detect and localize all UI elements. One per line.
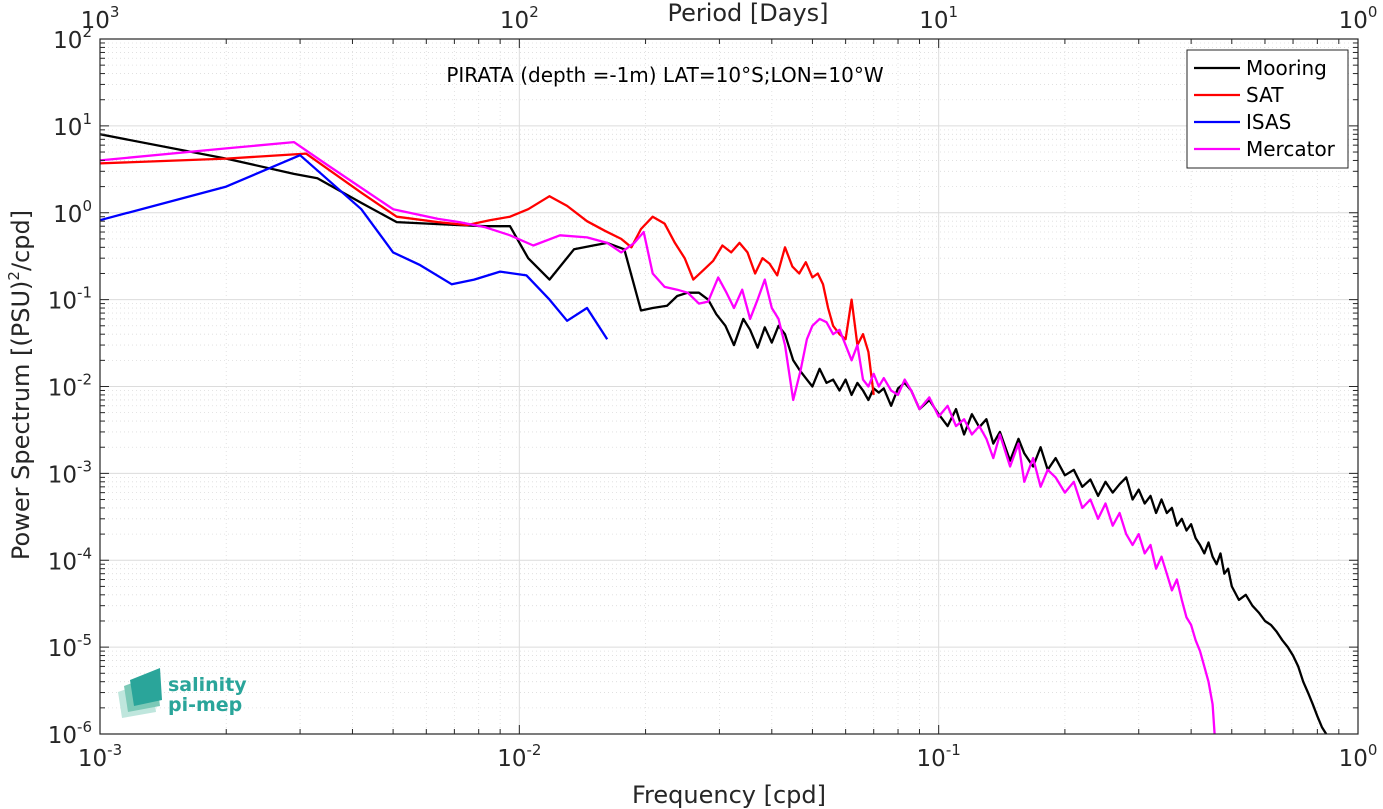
y-tick-label-exponent: -4 bbox=[77, 544, 92, 562]
y-axis-title-tail: /cpd] bbox=[7, 210, 35, 271]
x-tick-label-exponent: -1 bbox=[946, 741, 961, 759]
y-tick-label: 10-4 bbox=[48, 544, 92, 575]
y-axis-title-main: Power Spectrum [(PSU) bbox=[7, 281, 35, 560]
y-tick-label: 10-6 bbox=[48, 718, 92, 749]
y-tick-label: 10-1 bbox=[48, 284, 92, 315]
legend-label-sat: SAT bbox=[1246, 83, 1284, 107]
x-tick-label-base: 10 bbox=[917, 746, 946, 772]
top-axis-title: Period [Days] bbox=[667, 0, 828, 27]
x-tick-label: 10-3 bbox=[78, 741, 122, 772]
y-tick-label-base: 10 bbox=[53, 28, 82, 54]
y-axis-title: Power Spectrum [(PSU)2/cpd] bbox=[5, 210, 35, 560]
x2-tick-label-base: 10 bbox=[500, 8, 529, 34]
y-tick-label: 102 bbox=[53, 23, 92, 54]
x-tick-label-exponent: -3 bbox=[107, 741, 122, 759]
y-tick-label: 10-3 bbox=[48, 457, 92, 488]
chart-title: PIRATA (depth =-1m) LAT=10°S;LON=10°W bbox=[446, 63, 884, 87]
logo-text-line1: salinity bbox=[168, 674, 247, 696]
series-line-sat bbox=[99, 152, 875, 396]
y-tick-label-exponent: -6 bbox=[77, 718, 92, 736]
x-tick-label: 100 bbox=[1339, 741, 1378, 772]
y-tick-label-base: 10 bbox=[53, 202, 82, 228]
y-tick-label-exponent: -1 bbox=[77, 284, 92, 302]
y-tick-label-base: 10 bbox=[48, 636, 77, 662]
series-line-isas bbox=[99, 154, 609, 340]
x2-tick-label-exponent: 0 bbox=[1368, 3, 1378, 21]
tick-marks bbox=[99, 39, 1358, 735]
legend-label-mooring: Mooring bbox=[1246, 56, 1327, 80]
series-group bbox=[99, 133, 1328, 735]
legend-label-isas: ISAS bbox=[1246, 110, 1291, 134]
x2-tick-label: 103 bbox=[81, 3, 120, 34]
x2-tick-label-base: 10 bbox=[919, 8, 948, 34]
y-tick-label: 101 bbox=[53, 110, 92, 141]
x-tick-label-base: 10 bbox=[78, 746, 107, 772]
x-tick-label: 10-2 bbox=[497, 741, 541, 772]
y-tick-label: 10-5 bbox=[48, 631, 92, 662]
legend-label-mercator: Mercator bbox=[1246, 137, 1336, 161]
y-tick-label-base: 10 bbox=[48, 289, 77, 315]
y-tick-label-exponent: 0 bbox=[82, 197, 92, 215]
x-tick-label-exponent: 0 bbox=[1368, 741, 1378, 759]
salinity-pi-mep-logo: salinity pi-mep bbox=[118, 668, 247, 718]
x2-tick-label-base: 10 bbox=[1339, 8, 1368, 34]
x-tick-label-exponent: -2 bbox=[526, 741, 541, 759]
x2-tick-label-base: 10 bbox=[81, 8, 110, 34]
logo-wave-icon-3 bbox=[130, 668, 162, 706]
x2-tick-label-exponent: 2 bbox=[529, 3, 539, 21]
grid bbox=[99, 39, 1358, 735]
x-tick-label-base: 10 bbox=[497, 746, 526, 772]
y-tick-label-base: 10 bbox=[48, 723, 77, 749]
y-tick-label-base: 10 bbox=[53, 115, 82, 141]
x2-tick-label: 100 bbox=[1339, 3, 1378, 34]
x2-tick-label-exponent: 3 bbox=[110, 3, 120, 21]
y-tick-label-base: 10 bbox=[48, 462, 77, 488]
y-tick-label-exponent: -3 bbox=[77, 457, 92, 475]
y-tick-label: 10-2 bbox=[48, 371, 92, 402]
x2-tick-label: 101 bbox=[919, 3, 958, 34]
legend: Mooring SAT ISAS Mercator bbox=[1186, 49, 1349, 169]
y-tick-label-exponent: 2 bbox=[82, 23, 92, 41]
y-tick-label-base: 10 bbox=[48, 549, 77, 575]
x2-tick-label-exponent: 1 bbox=[949, 3, 959, 21]
y-tick-label-exponent: -2 bbox=[77, 371, 92, 389]
x-tick-label-base: 10 bbox=[1339, 746, 1368, 772]
y-tick-label: 100 bbox=[53, 197, 92, 228]
series-line-mooring bbox=[99, 133, 1328, 735]
y-tick-label-base: 10 bbox=[48, 376, 77, 402]
logo-text-line2: pi-mep bbox=[168, 694, 242, 716]
x-axis-title: Frequency [cpd] bbox=[632, 781, 826, 809]
y-axis-title-exponent: 2 bbox=[5, 271, 23, 281]
x-tick-label: 10-1 bbox=[917, 741, 961, 772]
y-tick-label-exponent: 1 bbox=[82, 110, 92, 128]
y-tick-label-exponent: -5 bbox=[77, 631, 92, 649]
series-line-mercator bbox=[99, 140, 1216, 735]
x2-tick-label: 102 bbox=[500, 3, 539, 34]
